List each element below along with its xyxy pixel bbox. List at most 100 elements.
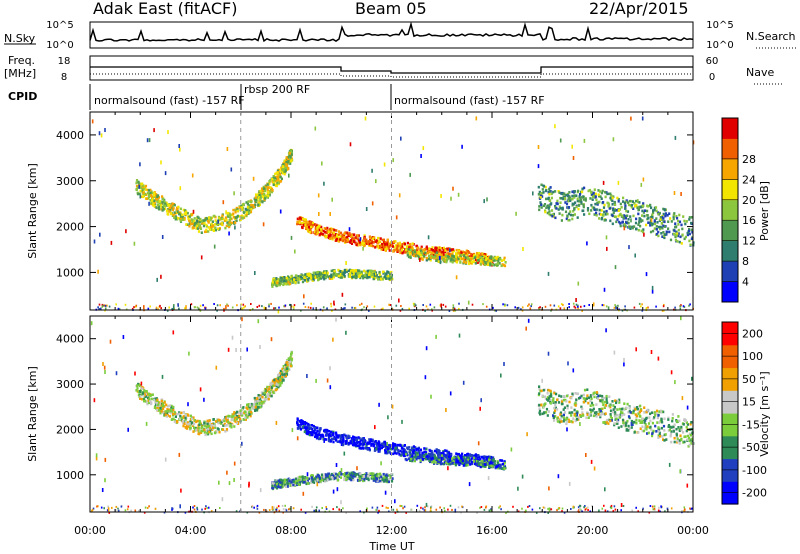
- vel-cell: [282, 369, 285, 372]
- vel-cell: [449, 457, 452, 460]
- power-cell: [691, 231, 694, 234]
- power-ground-cell: [485, 305, 488, 308]
- vel-cell: [244, 413, 248, 417]
- vel-cell: [183, 422, 186, 425]
- vel-cell: [185, 424, 188, 427]
- power-cell: [661, 226, 664, 230]
- power-cell: [256, 193, 259, 197]
- power-cell: [162, 197, 165, 200]
- power-cell: [335, 234, 339, 237]
- power-cell: [416, 246, 419, 250]
- vel-cell: [206, 431, 209, 435]
- power-cell: [308, 223, 311, 227]
- power-noise-cell: [450, 196, 452, 201]
- power-colorbar-swatch-3: [722, 220, 738, 242]
- power-cell: [611, 203, 614, 206]
- power-cell: [249, 210, 253, 214]
- vel-cell: [456, 453, 459, 456]
- vel-cell: [480, 461, 483, 465]
- vel-cell: [302, 425, 305, 428]
- power-cell: [210, 228, 213, 231]
- power-cell: [254, 203, 257, 207]
- power-cell: [489, 262, 492, 265]
- vel-cell: [256, 397, 259, 400]
- vel-cell: [268, 390, 271, 394]
- power-cell: [487, 263, 490, 266]
- power-cell: [320, 225, 323, 229]
- power-cell: [608, 207, 611, 210]
- power-cell: [444, 254, 447, 257]
- power-cell: [547, 197, 550, 201]
- power-cell: [660, 232, 663, 235]
- power-cell: [180, 217, 183, 221]
- power-cell: [290, 158, 293, 162]
- power-cell: [269, 189, 272, 193]
- vel-cell: [387, 444, 390, 447]
- power-noise-cell: [318, 212, 320, 216]
- power-cell: [659, 215, 662, 219]
- power-cell: [273, 281, 276, 284]
- vel-cell: [355, 444, 358, 447]
- power-ground-cell: [100, 307, 102, 310]
- power-cell: [340, 273, 343, 276]
- power-cell: [269, 186, 272, 189]
- power-cell: [373, 270, 376, 274]
- power-ground-cell: [538, 308, 541, 311]
- power-cell: [540, 183, 543, 187]
- power-noise-cell: [577, 281, 580, 286]
- power-cell: [214, 223, 217, 226]
- power-ground-cell: [184, 307, 186, 310]
- vel-cell: [164, 413, 167, 417]
- vel-cell: [348, 435, 351, 438]
- power-cell: [540, 192, 543, 195]
- vel-cell: [136, 390, 139, 393]
- power-cell: [175, 208, 178, 211]
- power-noise-cell: [225, 305, 227, 310]
- power-noise-cell: [226, 147, 229, 151]
- power-cell: [624, 225, 627, 228]
- power-cell: [378, 270, 381, 274]
- power-cell: [150, 194, 153, 197]
- vel-cell: [305, 482, 308, 486]
- power-cell: [434, 253, 437, 257]
- power-cell: [152, 202, 155, 206]
- power-noise-cell: [349, 142, 352, 147]
- power-ground-cell: [583, 305, 586, 308]
- power-ground-cell: [177, 303, 179, 306]
- power-cell: [583, 186, 586, 190]
- vel-cell: [368, 438, 371, 441]
- power-cell: [286, 278, 289, 282]
- vel-cell: [250, 404, 253, 407]
- vel-cell: [254, 409, 257, 412]
- vel-cell: [241, 414, 244, 417]
- vel-cell: [270, 390, 273, 394]
- power-cell: [556, 202, 559, 206]
- power-cell: [280, 177, 283, 181]
- nave-series: [90, 73, 693, 78]
- vel-cell: [258, 399, 261, 402]
- power-cell: [146, 188, 149, 192]
- power-cell: [309, 225, 312, 229]
- power-cell: [320, 232, 323, 235]
- power-cell: [290, 274, 293, 278]
- vel-cell: [300, 475, 303, 479]
- power-cell: [383, 248, 386, 251]
- power-ground-cell: [544, 305, 547, 308]
- vel-cell: [182, 411, 185, 414]
- vel-cell: [279, 384, 282, 387]
- vel-cell: [414, 453, 417, 456]
- vel-cell: [204, 424, 207, 428]
- power-cell: [257, 196, 261, 199]
- power-cell: [311, 221, 315, 225]
- power-cell: [298, 221, 301, 225]
- vel-cell: [471, 460, 474, 464]
- power-cell: [598, 217, 601, 220]
- vel-cell: [347, 477, 350, 480]
- power-cell: [420, 245, 423, 249]
- power-cell: [311, 279, 314, 282]
- vel-cell: [396, 447, 399, 451]
- vel-cell: [285, 361, 288, 364]
- power-cell: [382, 272, 385, 275]
- power-ground-cell: [216, 304, 219, 307]
- vel-cell: [225, 423, 228, 427]
